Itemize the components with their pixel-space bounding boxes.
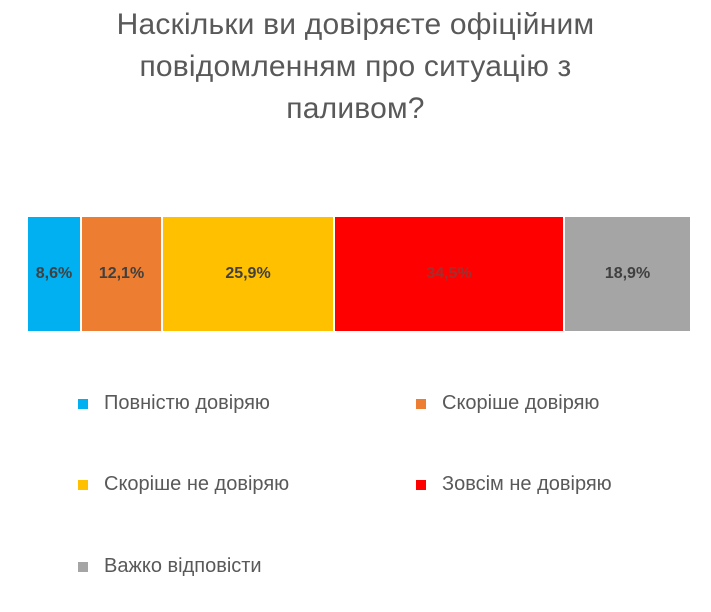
bar-segment-fully-distrust: 34,5% [335, 217, 565, 331]
legend-item-fully-distrust: Зовсім не довіряю [416, 473, 612, 496]
legend-item-rather-trust: Скоріше довіряю [416, 392, 599, 415]
data-label: 8,6% [35, 265, 73, 282]
legend-swatch-icon [78, 561, 88, 572]
data-label: 34,5% [426, 265, 472, 282]
data-label: 25,9% [225, 265, 271, 282]
legend-swatch-icon [78, 479, 88, 490]
bar-segment-rather-trust: 12,1% [82, 217, 163, 331]
stacked-bar: 8,6% 12,1% 25,9% 34,5% 18,9% [28, 217, 690, 331]
legend-swatch-icon [416, 479, 426, 490]
chart-title-line-1: Наскільки ви довіряєте офіційним [116, 8, 595, 41]
chart-title: Наскільки ви довіряєте офіційним повідом… [60, 4, 651, 130]
legend-swatch-icon [416, 398, 426, 409]
bar-segment-rather-distrust: 25,9% [163, 217, 335, 331]
legend-label: Зовсім не довіряю [442, 473, 612, 495]
legend-label: Повністю довіряю [104, 392, 270, 414]
legend-label: Скоріше довіряю [442, 392, 600, 414]
legend-item-fully-trust: Повністю довіряю [78, 392, 270, 415]
data-label: 18,9% [604, 265, 651, 282]
legend-label: Важко відповісти [104, 555, 262, 577]
bar-segment-fully-trust: 8,6% [28, 217, 82, 331]
chart-title-line-3: паливом? [286, 92, 425, 125]
bar-segment-hard-to-answer: 18,9% [565, 217, 690, 331]
legend-label: Скоріше не довіряю [104, 473, 290, 495]
legend-item-rather-distrust: Скоріше не довіряю [78, 473, 289, 496]
data-label: 12,1% [98, 265, 145, 282]
legend-swatch-icon [78, 398, 88, 409]
legend-item-hard-to-answer: Важко відповісти [78, 555, 262, 578]
chart-title-line-2: повідомленням про ситуацію з [139, 50, 572, 83]
